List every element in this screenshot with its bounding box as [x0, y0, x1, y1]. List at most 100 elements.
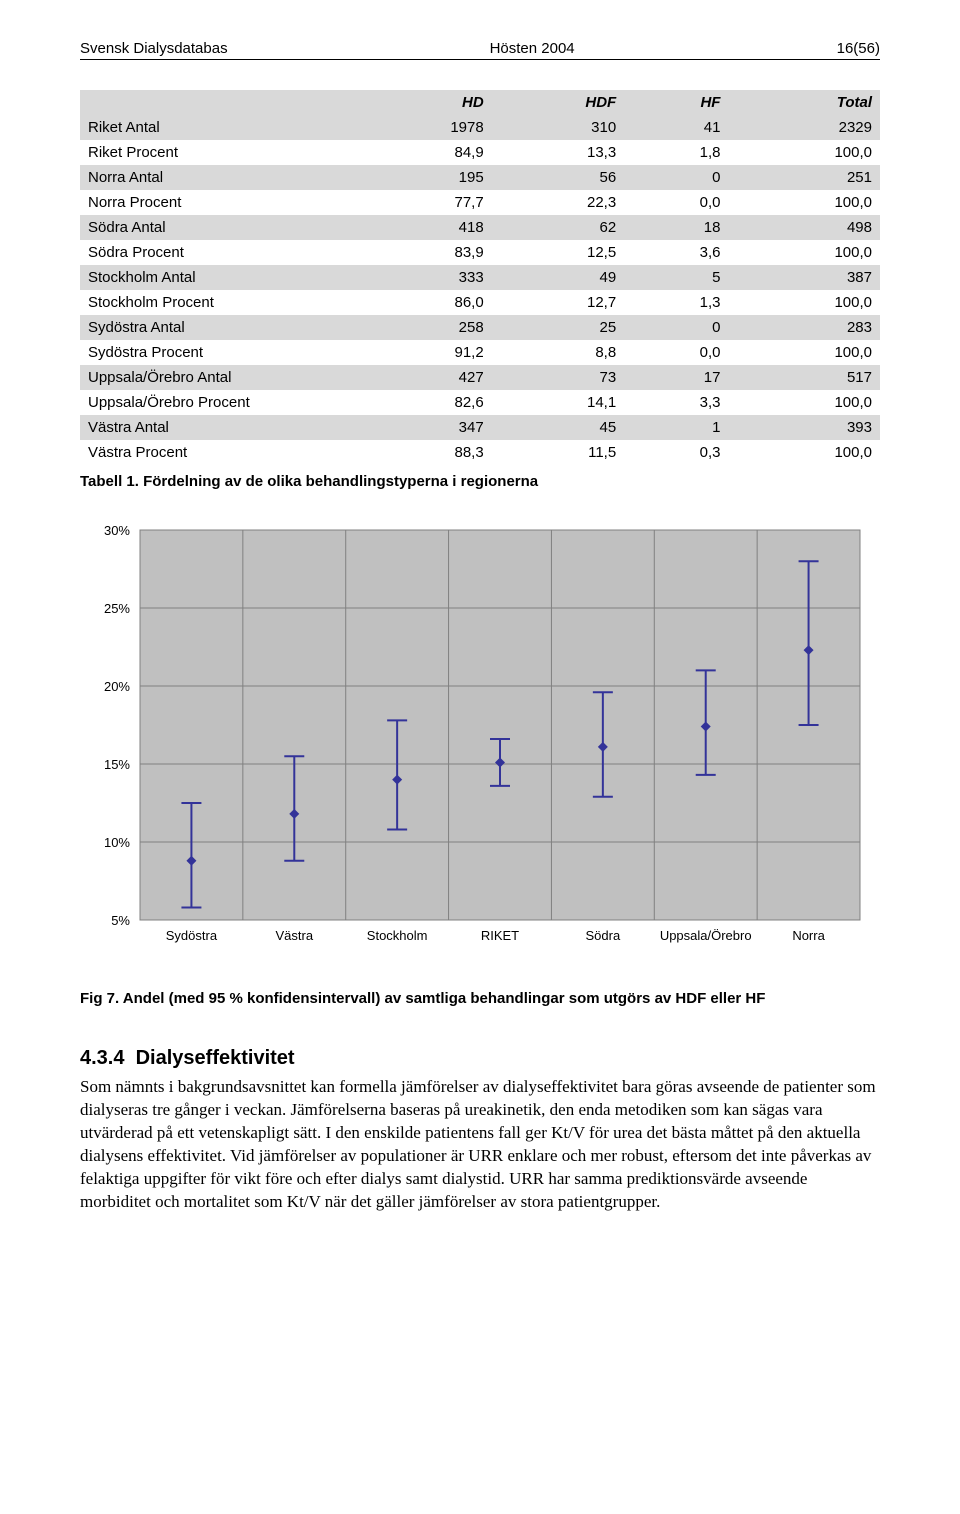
row-value: 86,0 [352, 290, 492, 315]
row-value: 100,0 [728, 140, 880, 165]
row-value: 0,0 [624, 340, 728, 365]
row-value: 0,0 [624, 190, 728, 215]
y-tick-label: 30% [104, 523, 130, 538]
x-tick-label: RIKET [481, 928, 519, 943]
table-row: Sydöstra Antal258250283 [80, 315, 880, 340]
x-tick-label: Norra [792, 928, 825, 943]
table-row: Riket Procent84,913,31,8100,0 [80, 140, 880, 165]
row-value: 13,3 [492, 140, 624, 165]
row-value: 41 [624, 115, 728, 140]
row-value: 283 [728, 315, 880, 340]
table-row: Riket Antal1978310412329 [80, 115, 880, 140]
row-value: 0,3 [624, 440, 728, 465]
row-value: 1,8 [624, 140, 728, 165]
row-value: 84,9 [352, 140, 492, 165]
row-value: 251 [728, 165, 880, 190]
row-label: Uppsala/Örebro Procent [80, 390, 352, 415]
row-value: 3,6 [624, 240, 728, 265]
row-value: 100,0 [728, 290, 880, 315]
row-value: 418 [352, 215, 492, 240]
table-row: Stockholm Antal333495387 [80, 265, 880, 290]
row-value: 0 [624, 165, 728, 190]
y-tick-label: 25% [104, 601, 130, 616]
row-value: 77,7 [352, 190, 492, 215]
section-heading: 4.3.4 Dialyseffektivitet [80, 1047, 880, 1070]
x-tick-label: Västra [275, 928, 313, 943]
row-value: 195 [352, 165, 492, 190]
header-center: Hösten 2004 [490, 40, 575, 57]
row-value: 1,3 [624, 290, 728, 315]
row-value: 100,0 [728, 340, 880, 365]
row-value: 83,9 [352, 240, 492, 265]
table-row: Västra Procent88,311,50,3100,0 [80, 440, 880, 465]
figure-caption: Fig 7. Andel (med 95 % konfidensinterval… [80, 990, 880, 1007]
confidence-chart: 5% 10% 15% 20% 25% 30% Sydöstra Västra Stockholm… [80, 520, 880, 960]
row-value: 100,0 [728, 190, 880, 215]
table-row: Uppsala/Örebro Antal4277317517 [80, 365, 880, 390]
row-label: Uppsala/Örebro Antal [80, 365, 352, 390]
row-value: 517 [728, 365, 880, 390]
row-label: Sydöstra Antal [80, 315, 352, 340]
row-value: 310 [492, 115, 624, 140]
row-value: 12,5 [492, 240, 624, 265]
row-value: 11,5 [492, 440, 624, 465]
row-value: 62 [492, 215, 624, 240]
row-value: 14,1 [492, 390, 624, 415]
row-value: 100,0 [728, 240, 880, 265]
row-label: Stockholm Procent [80, 290, 352, 315]
table-row: Norra Antal195560251 [80, 165, 880, 190]
row-value: 0 [624, 315, 728, 340]
row-value: 427 [352, 365, 492, 390]
table-row: Norra Procent77,722,30,0100,0 [80, 190, 880, 215]
row-value: 17 [624, 365, 728, 390]
section-body: Som nämnts i bakgrundsavsnittet kan form… [80, 1076, 880, 1214]
row-value: 82,6 [352, 390, 492, 415]
table-caption: Tabell 1. Fördelning av de olika behandl… [80, 473, 880, 490]
row-value: 2329 [728, 115, 880, 140]
y-tick-label: 5% [111, 913, 130, 928]
x-tick-label: Sydöstra [166, 928, 218, 943]
row-value: 8,8 [492, 340, 624, 365]
table-row: Södra Procent83,912,53,6100,0 [80, 240, 880, 265]
col-header: Total [728, 90, 880, 115]
section-title: Dialyseffektivitet [136, 1047, 295, 1069]
treatment-table: HDHDFHFTotal Riket Antal1978310412329Rik… [80, 90, 880, 465]
row-value: 347 [352, 415, 492, 440]
row-label: Västra Antal [80, 415, 352, 440]
table-row: Uppsala/Örebro Procent82,614,13,3100,0 [80, 390, 880, 415]
row-value: 56 [492, 165, 624, 190]
row-value: 45 [492, 415, 624, 440]
row-label: Sydöstra Procent [80, 340, 352, 365]
plot-bg [140, 530, 860, 920]
row-value: 100,0 [728, 440, 880, 465]
row-value: 88,3 [352, 440, 492, 465]
row-label: Stockholm Antal [80, 265, 352, 290]
row-value: 73 [492, 365, 624, 390]
table-row: Västra Antal347451393 [80, 415, 880, 440]
y-tick-label: 10% [104, 835, 130, 850]
x-tick-label: Södra [586, 928, 621, 943]
page-header: Svensk Dialysdatabas Hösten 2004 16(56) [80, 40, 880, 60]
row-value: 100,0 [728, 390, 880, 415]
col-label [80, 90, 352, 115]
y-tick-label: 15% [104, 757, 130, 772]
row-value: 91,2 [352, 340, 492, 365]
y-tick-label: 20% [104, 679, 130, 694]
row-value: 1978 [352, 115, 492, 140]
row-label: Södra Procent [80, 240, 352, 265]
row-value: 22,3 [492, 190, 624, 215]
col-header: HF [624, 90, 728, 115]
row-value: 5 [624, 265, 728, 290]
row-value: 12,7 [492, 290, 624, 315]
table-row: Sydöstra Procent91,28,80,0100,0 [80, 340, 880, 365]
x-tick-label: Stockholm [367, 928, 428, 943]
row-label: Riket Procent [80, 140, 352, 165]
row-value: 1 [624, 415, 728, 440]
row-value: 49 [492, 265, 624, 290]
row-label: Norra Antal [80, 165, 352, 190]
section-number: 4.3.4 [80, 1047, 124, 1069]
row-value: 387 [728, 265, 880, 290]
row-value: 393 [728, 415, 880, 440]
row-value: 18 [624, 215, 728, 240]
row-value: 498 [728, 215, 880, 240]
